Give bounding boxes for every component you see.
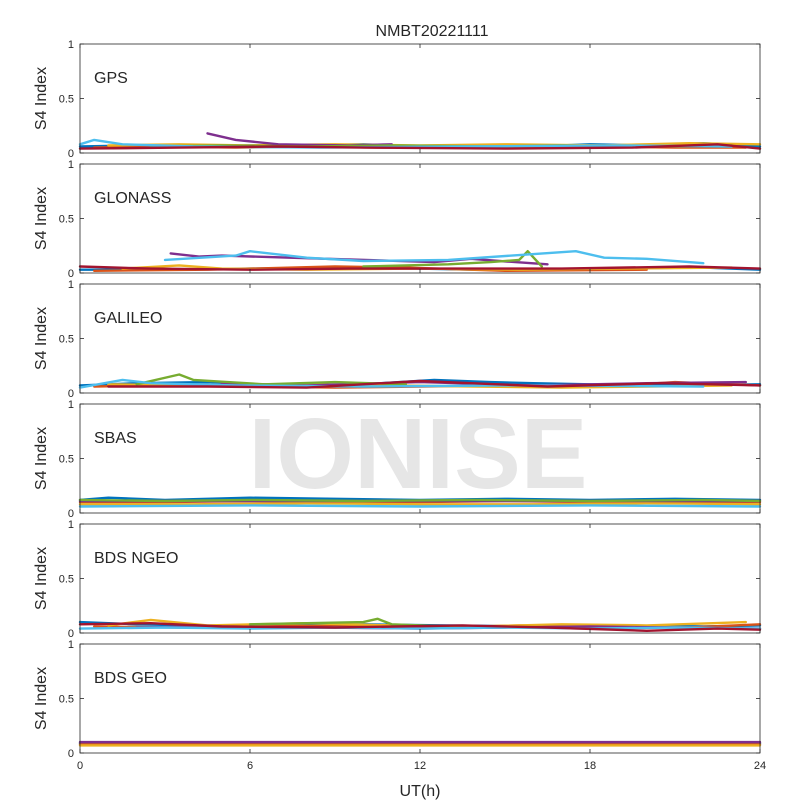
panel-5: 0 0.5 1 S4 Index BDS NGEO (33, 519, 762, 640)
panel-3: 0 0.5 1 S4 Index GALILEO (33, 279, 762, 400)
y-axis-title: S4 Index (33, 547, 50, 610)
axes-background (80, 164, 760, 273)
axes-background (80, 524, 760, 633)
y-tick-label: 1 (68, 39, 74, 51)
axes-background (80, 404, 760, 513)
y-tick-label: 0.5 (59, 454, 74, 466)
series-line (78, 498, 762, 503)
y-axis-title: S4 Index (33, 667, 50, 730)
series-line (107, 379, 762, 389)
x-tick-label: 18 (584, 760, 596, 772)
watermark-text: IONISE (249, 398, 588, 510)
series-line (135, 373, 407, 386)
y-tick-label: 1 (68, 519, 74, 531)
axes-background (80, 644, 760, 753)
y-tick-label: 0 (68, 628, 74, 640)
panel-label: BDS GEO (94, 670, 167, 687)
panel-4: 0 0.5 1 S4 Index SBAS (33, 399, 762, 520)
y-axis-title: S4 Index (33, 427, 50, 490)
y-tick-label: 1 (68, 279, 74, 291)
y-tick-label: 0 (68, 148, 74, 160)
panels: 0 0.5 1 S4 Index GPS 0 0.5 1 S4 Index GLONASS 0 0.5… (33, 39, 766, 800)
panel-label: BDS NGEO (94, 550, 178, 567)
y-tick-label: 0.5 (59, 214, 74, 226)
panel-label: GPS (94, 70, 128, 87)
series-line (248, 617, 450, 628)
y-tick-label: 0 (68, 268, 74, 280)
y-axis-title: S4 Index (33, 187, 50, 250)
y-tick-label: 0.5 (59, 694, 74, 706)
y-axis-title: S4 Index (33, 67, 50, 130)
series-line (78, 265, 762, 271)
x-axis-title: UT(h) (400, 783, 441, 800)
series-line (78, 143, 762, 150)
panel-label: SBAS (94, 430, 137, 447)
y-tick-label: 1 (68, 399, 74, 411)
y-tick-label: 0 (68, 388, 74, 400)
y-tick-label: 0.5 (59, 574, 74, 586)
panel-label: GLONASS (94, 190, 171, 207)
x-tick-label: 0 (77, 760, 83, 772)
series-line (78, 622, 762, 632)
figure-title: NMBT20221111 (376, 23, 489, 40)
panel-label: GALILEO (94, 310, 162, 327)
y-tick-label: 0.5 (59, 94, 74, 106)
y-axis-title: S4 Index (33, 307, 50, 370)
series-line (78, 496, 762, 502)
y-tick-label: 1 (68, 159, 74, 171)
series-line (78, 626, 762, 630)
panel-2: 0 0.5 1 S4 Index GLONASS (33, 159, 762, 280)
series-line (78, 504, 762, 508)
x-tick-label: 6 (247, 760, 253, 772)
panel-1: 0 0.5 1 S4 Index GPS (33, 39, 762, 160)
axes-background (80, 44, 760, 153)
x-tick-label: 24 (754, 760, 766, 772)
y-tick-label: 0 (68, 508, 74, 520)
panel-6: 0 0.5 1 0 6 12 18 24 S4 Index BDS GEO UT(h) (33, 639, 766, 800)
y-tick-label: 0.5 (59, 334, 74, 346)
y-tick-label: 0 (68, 748, 74, 760)
series-line (163, 249, 705, 265)
y-tick-label: 1 (68, 639, 74, 651)
axes-background (80, 284, 760, 393)
x-tick-label: 12 (414, 760, 426, 772)
series-line (78, 502, 762, 506)
